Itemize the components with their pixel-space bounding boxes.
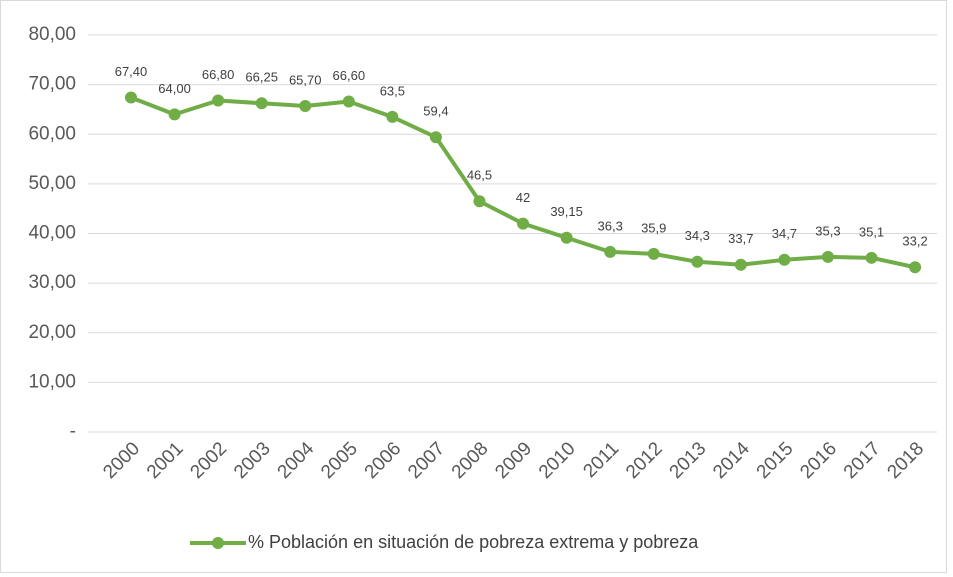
data-label: 66,25 xyxy=(245,70,278,85)
legend-label: % Población en situación de pobreza extr… xyxy=(248,532,699,552)
data-point xyxy=(691,255,704,268)
data-label: 34,7 xyxy=(772,226,797,241)
y-tick-label: 10,00 xyxy=(28,371,76,392)
data-label: 64,00 xyxy=(158,81,191,96)
y-tick-label: 50,00 xyxy=(28,173,76,194)
data-label: 33,2 xyxy=(902,234,927,249)
data-label: 42 xyxy=(516,190,530,205)
data-point xyxy=(255,97,268,110)
data-label: 35,1 xyxy=(859,224,884,239)
data-point xyxy=(734,258,747,271)
legend-marker xyxy=(212,537,224,549)
data-point xyxy=(299,99,312,112)
y-tick-label: 80,00 xyxy=(28,24,76,45)
data-label: 63,5 xyxy=(380,83,405,98)
y-tick-label: 60,00 xyxy=(28,123,76,144)
data-point xyxy=(342,95,355,108)
y-tick-label: 70,00 xyxy=(28,74,76,95)
data-label: 67,40 xyxy=(115,64,148,79)
data-point xyxy=(560,231,573,244)
data-point xyxy=(212,94,225,107)
data-point xyxy=(604,245,617,258)
data-point xyxy=(778,253,791,266)
data-point xyxy=(517,217,530,230)
data-point xyxy=(168,108,181,121)
y-tick-label: 20,00 xyxy=(28,322,76,343)
data-point xyxy=(821,250,834,263)
data-point xyxy=(429,131,442,144)
data-label: 46,5 xyxy=(467,168,492,183)
data-label: 66,60 xyxy=(333,68,366,83)
y-tick-label: 30,00 xyxy=(28,272,76,293)
data-label: 33,7 xyxy=(728,231,753,246)
data-label: 36,3 xyxy=(598,218,623,233)
data-point xyxy=(125,91,137,104)
data-point xyxy=(909,261,922,274)
data-label: 66,80 xyxy=(202,67,235,82)
data-point xyxy=(865,251,878,264)
data-label: 34,3 xyxy=(685,228,710,243)
data-label: 59,4 xyxy=(423,104,448,119)
y-tick-label: - xyxy=(70,421,76,442)
y-tick-label: 40,00 xyxy=(28,223,76,244)
data-point xyxy=(386,110,399,123)
data-label: 35,3 xyxy=(815,223,840,238)
data-point xyxy=(473,195,486,208)
data-label: 39,15 xyxy=(550,204,583,219)
data-point xyxy=(647,247,660,260)
data-label: 65,70 xyxy=(289,72,322,87)
data-label: 35,9 xyxy=(641,220,666,235)
